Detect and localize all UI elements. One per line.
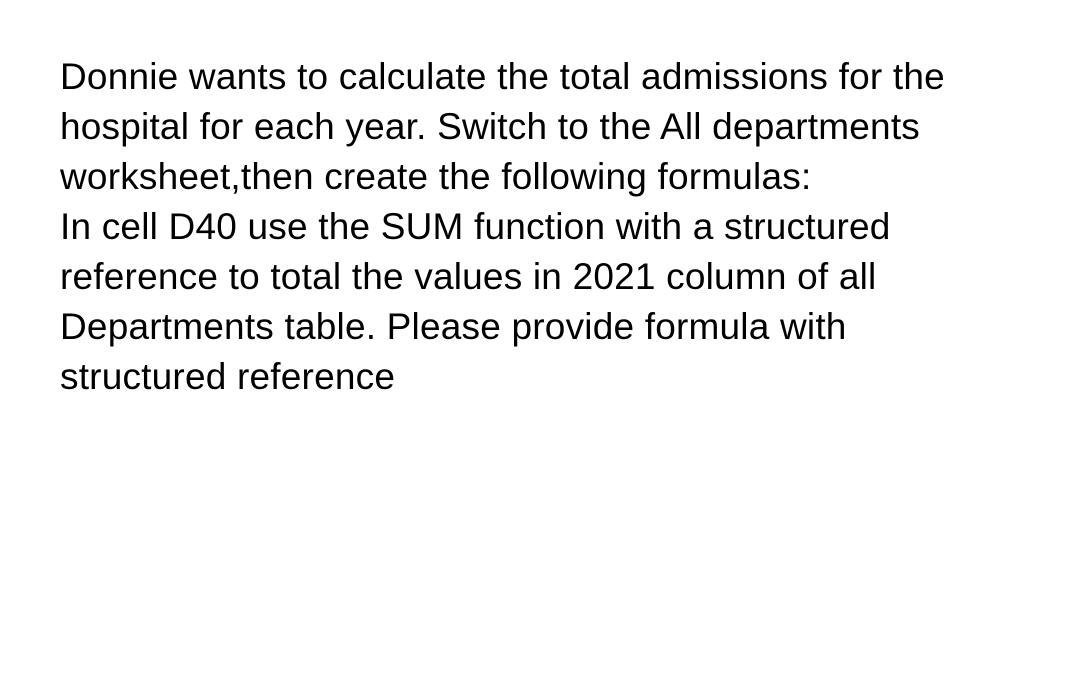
instruction-paragraph-1: Donnie wants to calculate the total admi… [60,52,1010,202]
instruction-paragraph-2: In cell D40 use the SUM function with a … [60,202,1010,402]
document-content: Donnie wants to calculate the total admi… [0,0,1080,454]
